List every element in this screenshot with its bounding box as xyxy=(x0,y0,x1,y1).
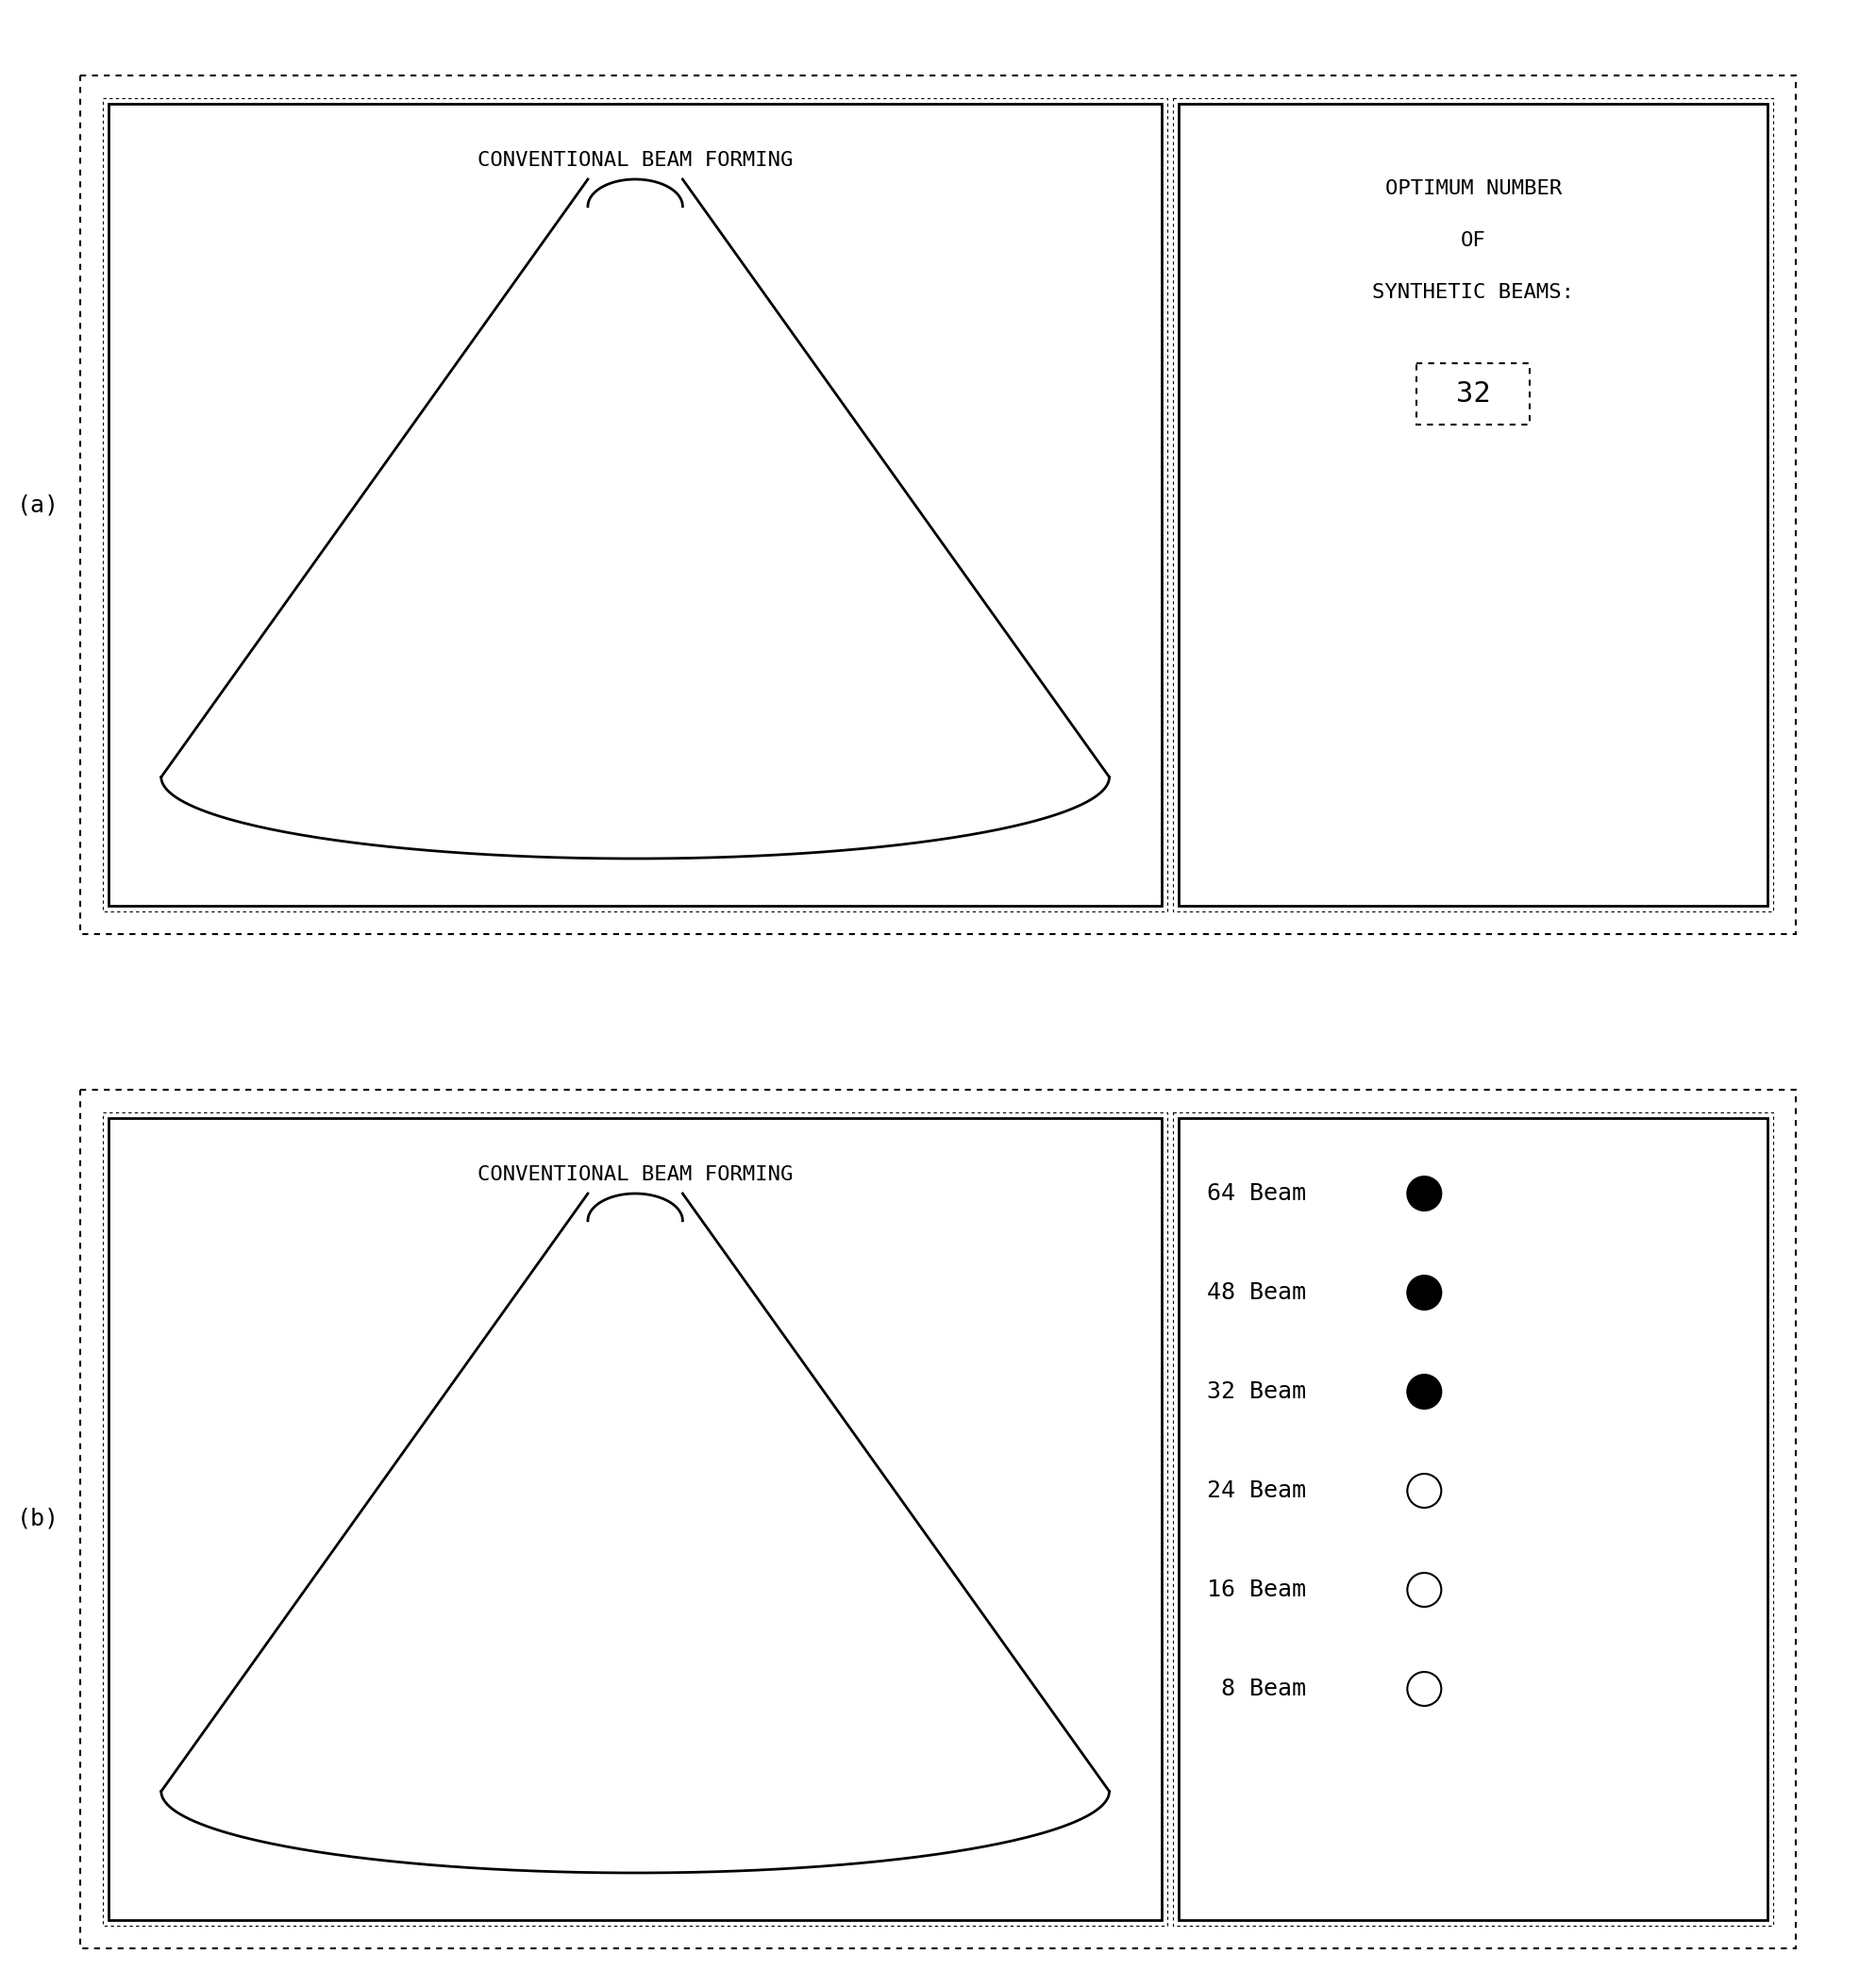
Text: OF: OF xyxy=(1461,231,1486,250)
Circle shape xyxy=(1407,1177,1441,1210)
Text: 32: 32 xyxy=(1456,380,1491,408)
Text: 48 Beam: 48 Beam xyxy=(1208,1281,1306,1305)
Circle shape xyxy=(1407,1474,1441,1508)
Circle shape xyxy=(1407,1374,1441,1409)
Text: OPTIMUM NUMBER: OPTIMUM NUMBER xyxy=(1384,179,1561,199)
Circle shape xyxy=(1407,1573,1441,1606)
Text: SYNTHETIC BEAMS:: SYNTHETIC BEAMS: xyxy=(1371,284,1574,302)
Text: 16 Beam: 16 Beam xyxy=(1208,1579,1306,1600)
Text: 8 Beam: 8 Beam xyxy=(1208,1677,1306,1701)
Text: 64 Beam: 64 Beam xyxy=(1208,1183,1306,1204)
Circle shape xyxy=(1407,1275,1441,1309)
Text: 24 Beam: 24 Beam xyxy=(1208,1480,1306,1502)
Text: (b): (b) xyxy=(17,1508,58,1529)
Text: (a): (a) xyxy=(17,493,58,516)
Text: CONVENTIONAL BEAM FORMING: CONVENTIONAL BEAM FORMING xyxy=(478,1165,794,1185)
Text: 32 Beam: 32 Beam xyxy=(1208,1380,1306,1403)
Circle shape xyxy=(1407,1671,1441,1705)
Text: CONVENTIONAL BEAM FORMING: CONVENTIONAL BEAM FORMING xyxy=(478,152,794,170)
